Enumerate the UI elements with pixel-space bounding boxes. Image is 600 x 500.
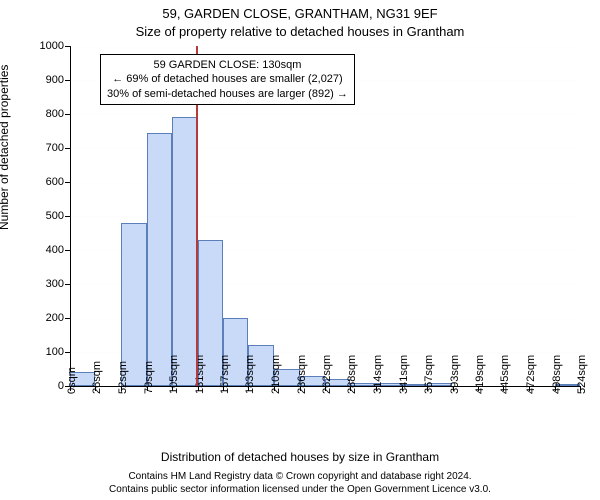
ytick-label: 900 <box>46 74 70 86</box>
xtick-label: 105sqm <box>168 355 180 394</box>
xtick-label: 314sqm <box>372 355 384 394</box>
xtick-label: 236sqm <box>296 355 308 394</box>
xtick-label: 445sqm <box>499 355 511 394</box>
footnote-line2: Contains public sector information licen… <box>0 484 600 497</box>
xtick-label: 183sqm <box>244 355 256 394</box>
chart-container: 59, GARDEN CLOSE, GRANTHAM, NG31 9EF Siz… <box>0 0 600 500</box>
ytick-label: 600 <box>46 176 70 188</box>
histogram-bar <box>147 133 172 386</box>
xtick-label: 26sqm <box>91 361 103 394</box>
histogram-bar <box>172 117 197 386</box>
xtick-label: 341sqm <box>398 355 410 394</box>
xtick-label: 367sqm <box>423 355 435 394</box>
xtick-label: 52sqm <box>117 361 129 394</box>
annotation-line1: 59 GARDEN CLOSE: 130sqm <box>107 58 348 72</box>
ytick-label: 800 <box>46 108 70 120</box>
xtick-label: 419sqm <box>474 355 486 394</box>
grid-line <box>70 46 580 47</box>
xtick-label: 472sqm <box>525 355 537 394</box>
footnote: Contains HM Land Registry data © Crown c… <box>0 471 600 496</box>
ytick-label: 1000 <box>40 40 70 52</box>
xtick-label: 79sqm <box>143 361 155 394</box>
x-axis-label: Distribution of detached houses by size … <box>0 450 600 464</box>
grid-line <box>70 114 580 115</box>
xtick-label: 0sqm <box>66 367 78 394</box>
chart-title-subtitle: Size of property relative to detached ho… <box>0 24 600 39</box>
ytick-label: 400 <box>46 244 70 256</box>
annotation-line2: ← 69% of detached houses are smaller (2,… <box>107 72 348 86</box>
ytick-label: 500 <box>46 210 70 222</box>
footnote-line1: Contains HM Land Registry data © Crown c… <box>0 471 600 484</box>
xtick-label: 498sqm <box>551 355 563 394</box>
ytick-label: 200 <box>46 312 70 324</box>
xtick-label: 262sqm <box>321 355 333 394</box>
xtick-label: 393sqm <box>449 355 461 394</box>
ytick-label: 700 <box>46 142 70 154</box>
ytick-label: 100 <box>46 346 70 358</box>
y-axis-label: Number of detached properties <box>0 65 11 230</box>
chart-title-address: 59, GARDEN CLOSE, GRANTHAM, NG31 9EF <box>0 6 600 21</box>
xtick-label: 524sqm <box>576 355 588 394</box>
ytick-label: 300 <box>46 278 70 290</box>
plot-area: 010020030040050060070080090010000sqm26sq… <box>70 46 580 386</box>
xtick-label: 288sqm <box>346 355 358 394</box>
annotation-line3: 30% of semi-detached houses are larger (… <box>107 87 348 101</box>
xtick-label: 157sqm <box>219 355 231 394</box>
xtick-label: 210sqm <box>270 355 282 394</box>
annotation-box: 59 GARDEN CLOSE: 130sqm← 69% of detached… <box>100 54 355 105</box>
